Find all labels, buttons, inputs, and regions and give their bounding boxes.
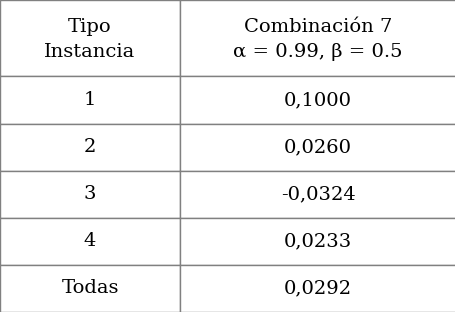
Bar [0,218,180,265]
Text: -0,0324: -0,0324 [280,185,354,203]
Text: 0,0260: 0,0260 [283,138,351,156]
Text: Combinación 7: Combinación 7 [243,18,391,36]
Bar [0,265,180,312]
Bar [180,124,455,171]
Text: 0,0233: 0,0233 [283,232,351,250]
Text: 4: 4 [84,232,96,250]
Text: 0,1000: 0,1000 [283,91,351,109]
Text: Todas: Todas [61,280,119,297]
Text: Instancia: Instancia [44,43,136,61]
Text: 0,0292: 0,0292 [283,280,351,297]
Text: 1: 1 [84,91,96,109]
Text: Tipo: Tipo [68,18,111,36]
Bar [180,265,455,312]
Bar [0,124,180,171]
Text: 2: 2 [84,138,96,156]
Bar [180,218,455,265]
Bar [0,76,180,124]
Bar [180,171,455,218]
Text: 3: 3 [84,185,96,203]
Bar [0,171,180,218]
Bar [180,0,455,76]
Text: α = 0.99, β = 0.5: α = 0.99, β = 0.5 [233,43,402,61]
Bar [0,0,180,76]
Bar [180,76,455,124]
